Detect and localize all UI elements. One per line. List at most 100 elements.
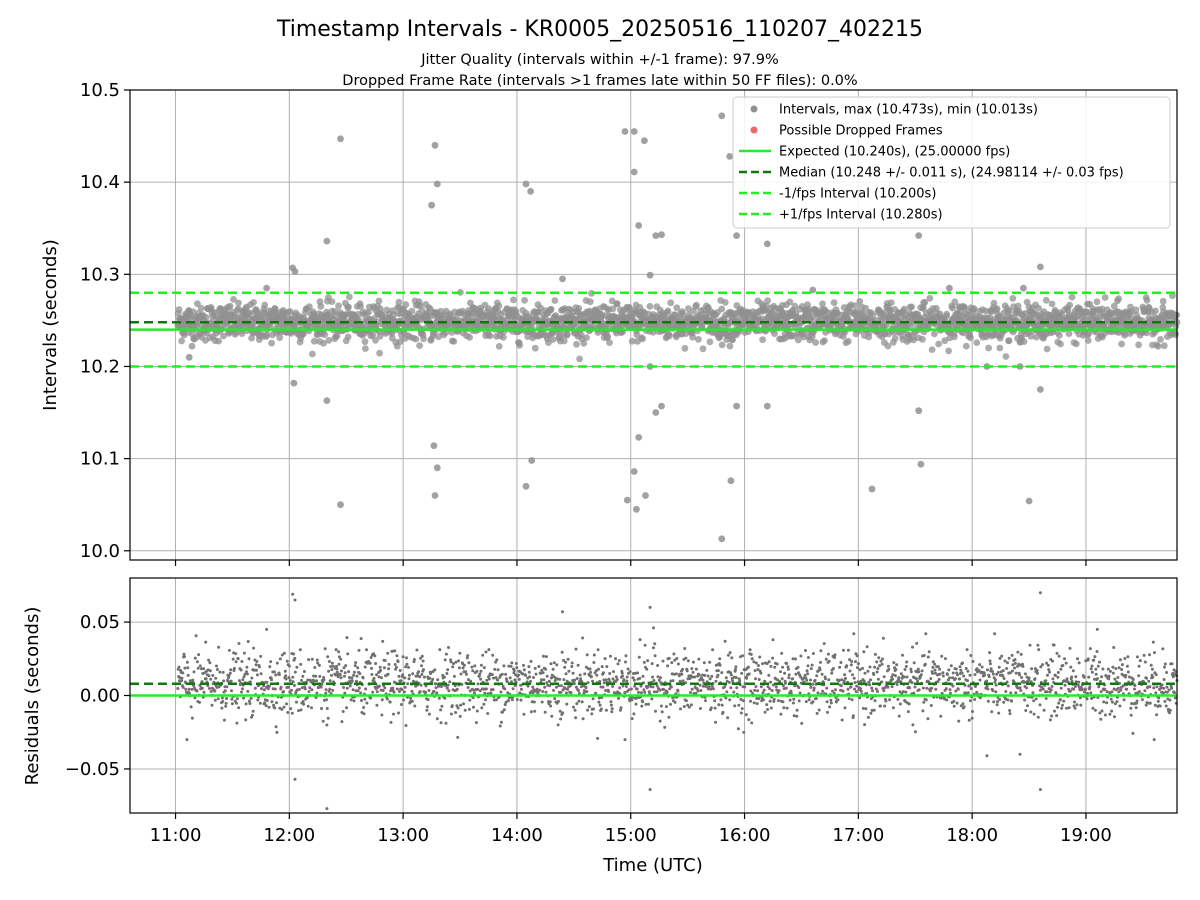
- residual-point: [806, 664, 810, 668]
- residual-point: [881, 657, 884, 661]
- residual-point: [302, 670, 306, 673]
- residual-point: [779, 712, 783, 716]
- residual-point: [806, 672, 810, 676]
- residual-point: [246, 640, 250, 643]
- residual-point: [1111, 665, 1115, 669]
- residual-point: [875, 670, 879, 674]
- residual-point: [264, 704, 268, 708]
- residual-point: [552, 688, 555, 692]
- interval-point: [943, 310, 951, 318]
- residual-point: [564, 691, 568, 695]
- residual-point: [324, 688, 328, 692]
- residual-point: [875, 660, 879, 664]
- interval-outlier-point: [291, 268, 299, 275]
- residual-point: [776, 699, 780, 703]
- residual-point: [813, 678, 817, 682]
- interval-outlier-point: [1025, 497, 1033, 505]
- interval-point: [416, 342, 423, 349]
- interval-point: [985, 344, 992, 352]
- residual-point: [673, 700, 677, 704]
- interval-point: [785, 322, 793, 330]
- residual-point: [404, 724, 408, 727]
- residual-point: [522, 712, 526, 716]
- residual-point: [255, 673, 259, 677]
- residual-point: [973, 673, 977, 677]
- residual-point: [349, 698, 353, 702]
- residual-point: [449, 660, 453, 664]
- residual-point: [1006, 698, 1010, 702]
- residual-point: [1110, 709, 1114, 713]
- residual-point: [202, 690, 206, 694]
- residual-point: [307, 658, 311, 662]
- residual-point: [542, 678, 546, 682]
- interval-outlier-point: [337, 135, 344, 143]
- residual-point: [1048, 718, 1052, 722]
- interval-point: [286, 308, 294, 315]
- residual-point: [1101, 667, 1105, 671]
- residual-point: [325, 698, 328, 702]
- residual-point: [220, 706, 224, 710]
- residual-point: [1067, 706, 1071, 710]
- residual-point: [916, 667, 920, 671]
- residual-point: [682, 705, 686, 708]
- residual-point: [512, 669, 516, 672]
- residual-point: [492, 676, 495, 680]
- residual-point: [282, 705, 286, 709]
- residual-point: [806, 656, 810, 659]
- residual-point: [300, 678, 303, 682]
- residual-point: [833, 656, 837, 659]
- residual-point: [991, 672, 995, 676]
- residual-point: [924, 698, 928, 702]
- residual-point: [224, 701, 228, 705]
- residual-point: [1063, 657, 1066, 661]
- residual-point: [548, 700, 552, 704]
- residual-point: [297, 687, 301, 691]
- residual-point: [527, 665, 531, 669]
- residual-point: [1055, 714, 1059, 718]
- residual-point: [811, 700, 815, 704]
- residual-point: [906, 710, 910, 714]
- residual-point: [1053, 674, 1057, 677]
- residual-point: [756, 689, 760, 693]
- interval-outlier-point: [642, 492, 649, 499]
- residual-point: [1000, 654, 1004, 658]
- residual-point: [359, 691, 363, 695]
- residual-point: [829, 701, 833, 705]
- residual-point: [393, 649, 397, 653]
- interval-point: [583, 334, 590, 341]
- residual-point: [1087, 675, 1091, 679]
- residual-point: [877, 656, 881, 660]
- residual-point: [893, 674, 897, 678]
- residual-point: [315, 691, 319, 695]
- residual-point: [437, 696, 441, 700]
- residual-point: [887, 667, 891, 671]
- residuals-panel: 0.050.00−0.05 11:00 12:00 13:00 14:00 15:00 1…: [22, 577, 1179, 876]
- residual-point: [1093, 708, 1097, 712]
- residual-point: [1036, 715, 1040, 719]
- residual-point: [640, 704, 644, 708]
- residual-point: [621, 674, 625, 678]
- residual-point: [1098, 660, 1101, 664]
- interval-outlier-point: [763, 402, 771, 410]
- residual-point: [411, 672, 415, 676]
- interval-point: [908, 303, 916, 311]
- interval-point: [967, 334, 974, 342]
- residual-point: [794, 672, 798, 676]
- residual-point: [292, 652, 296, 656]
- residual-point: [402, 698, 405, 702]
- residual-point: [192, 670, 196, 674]
- residual-point: [670, 661, 674, 665]
- interval-point: [1110, 302, 1118, 310]
- interval-point: [1159, 297, 1167, 305]
- residual-point: [481, 653, 485, 657]
- residual-point: [1036, 671, 1039, 675]
- residual-point: [234, 652, 238, 656]
- residual-point: [572, 705, 575, 709]
- interval-point: [1009, 295, 1017, 302]
- residual-point: [1074, 675, 1078, 679]
- residual-point: [1065, 706, 1069, 710]
- residual-point: [338, 673, 342, 677]
- residual-point: [487, 677, 491, 681]
- residual-point: [983, 673, 987, 677]
